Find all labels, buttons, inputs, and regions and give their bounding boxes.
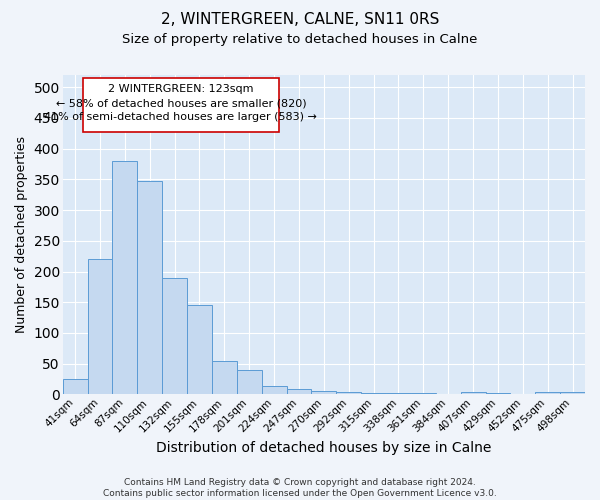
Bar — [187, 306, 212, 394]
Bar — [461, 392, 485, 394]
Bar — [386, 393, 411, 394]
Text: 2 WINTERGREEN: 123sqm: 2 WINTERGREEN: 123sqm — [108, 84, 254, 94]
Bar — [336, 392, 361, 394]
Bar — [262, 386, 287, 394]
Bar — [237, 370, 262, 394]
Bar — [411, 393, 436, 394]
X-axis label: Distribution of detached houses by size in Calne: Distribution of detached houses by size … — [156, 441, 491, 455]
Bar — [88, 260, 112, 394]
Bar — [212, 361, 237, 394]
FancyBboxPatch shape — [83, 78, 279, 132]
Bar — [560, 392, 585, 394]
Bar — [535, 392, 560, 394]
Bar — [63, 379, 88, 394]
Bar — [361, 392, 386, 394]
Bar — [311, 390, 336, 394]
Bar — [112, 161, 137, 394]
Bar — [485, 393, 511, 394]
Bar — [287, 389, 311, 394]
Y-axis label: Number of detached properties: Number of detached properties — [15, 136, 28, 333]
Text: 2, WINTERGREEN, CALNE, SN11 0RS: 2, WINTERGREEN, CALNE, SN11 0RS — [161, 12, 439, 28]
Bar — [162, 278, 187, 394]
Bar — [137, 180, 162, 394]
Text: ← 58% of detached houses are smaller (820): ← 58% of detached houses are smaller (82… — [56, 98, 306, 108]
Text: Size of property relative to detached houses in Calne: Size of property relative to detached ho… — [122, 32, 478, 46]
Text: Contains HM Land Registry data © Crown copyright and database right 2024.
Contai: Contains HM Land Registry data © Crown c… — [103, 478, 497, 498]
Text: 41% of semi-detached houses are larger (583) →: 41% of semi-detached houses are larger (… — [44, 112, 317, 122]
